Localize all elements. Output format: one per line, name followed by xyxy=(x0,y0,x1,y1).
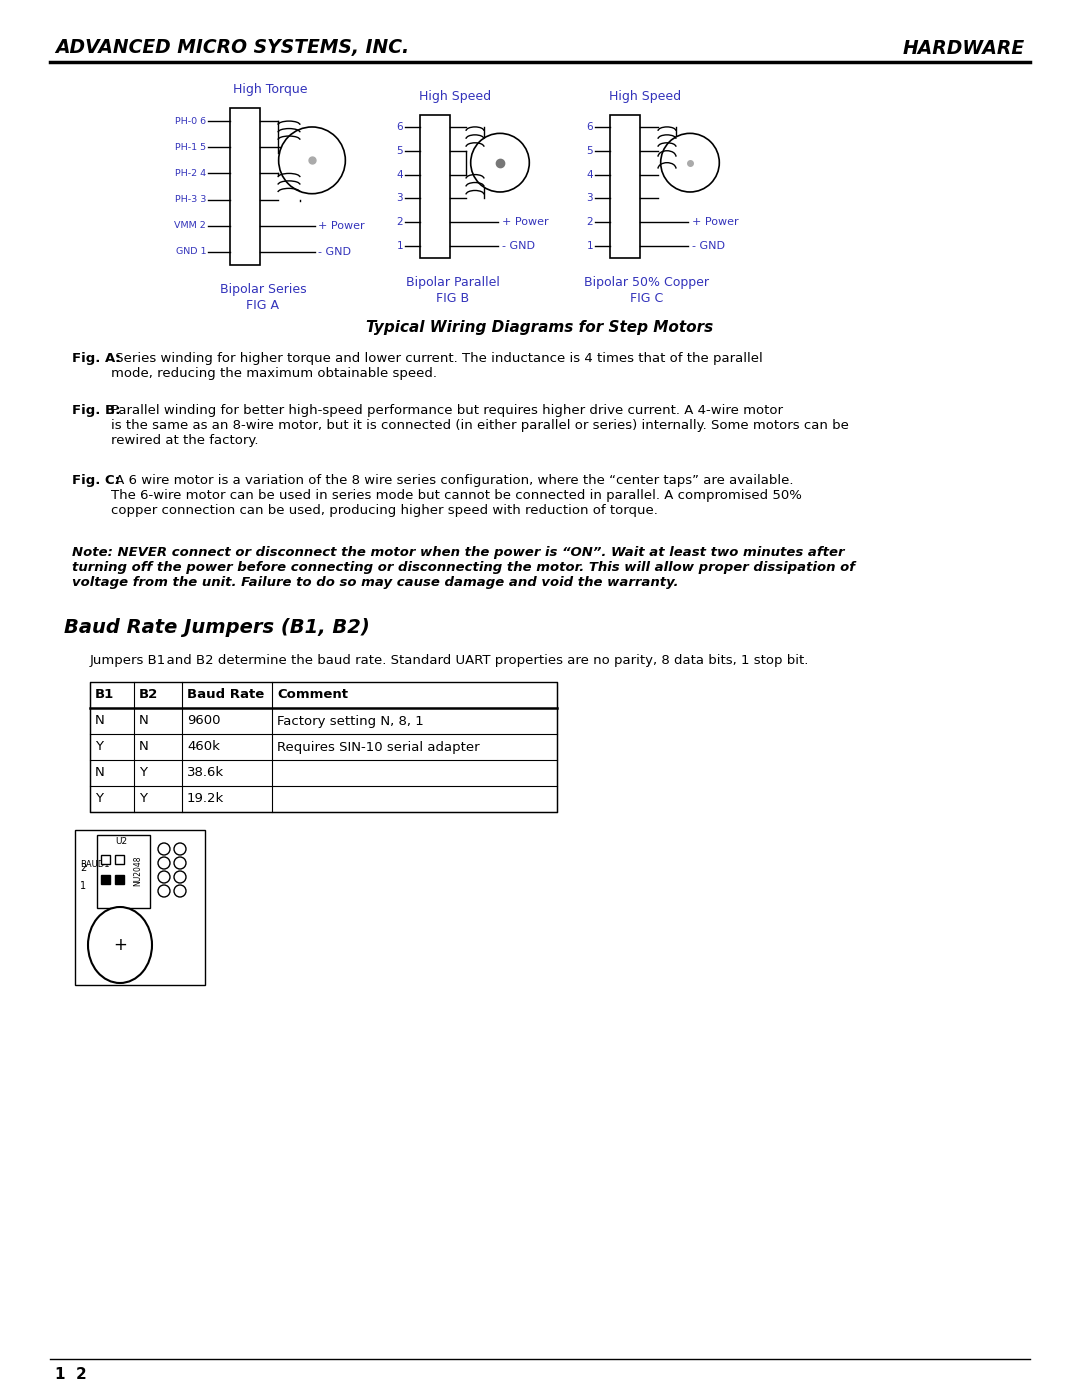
Circle shape xyxy=(174,886,186,897)
Text: Y: Y xyxy=(139,792,147,806)
Text: PH-3 3: PH-3 3 xyxy=(175,196,206,204)
Text: A 6 wire motor is a variation of the 8 wire series configuration, where the “cen: A 6 wire motor is a variation of the 8 w… xyxy=(111,474,801,517)
Text: - GND: - GND xyxy=(692,242,725,251)
Text: Baud Rate Jumpers (B1, B2): Baud Rate Jumpers (B1, B2) xyxy=(64,617,369,637)
Text: HARDWARE: HARDWARE xyxy=(903,39,1025,57)
Text: 2: 2 xyxy=(80,863,86,873)
Text: Bipolar Parallel: Bipolar Parallel xyxy=(406,277,500,289)
Circle shape xyxy=(174,856,186,869)
Text: 38.6k: 38.6k xyxy=(187,767,225,780)
Text: + Power: + Power xyxy=(502,218,549,228)
Bar xyxy=(114,855,124,863)
Circle shape xyxy=(174,870,186,883)
Text: Fig. A:: Fig. A: xyxy=(72,352,121,365)
Text: 5: 5 xyxy=(586,145,593,155)
Text: High Speed: High Speed xyxy=(609,89,681,103)
Bar xyxy=(102,855,110,863)
Text: 19.2k: 19.2k xyxy=(187,792,225,806)
Text: 4: 4 xyxy=(586,169,593,180)
Text: 1  2: 1 2 xyxy=(55,1368,86,1382)
Circle shape xyxy=(158,842,170,855)
Text: N: N xyxy=(95,767,105,780)
Text: 4: 4 xyxy=(396,169,403,180)
Text: + Power: + Power xyxy=(318,221,365,231)
Bar xyxy=(114,875,124,884)
Text: Note: NEVER connect or disconnect the motor when the power is “ON”. Wait at leas: Note: NEVER connect or disconnect the mo… xyxy=(72,546,855,590)
Circle shape xyxy=(174,842,186,855)
Text: Baud Rate: Baud Rate xyxy=(187,689,265,701)
Bar xyxy=(75,830,205,985)
Bar xyxy=(610,115,640,258)
Text: Y: Y xyxy=(95,792,103,806)
Text: Factory setting N, 8, 1: Factory setting N, 8, 1 xyxy=(276,714,423,728)
Text: Comment: Comment xyxy=(276,689,348,701)
Text: 6: 6 xyxy=(586,122,593,131)
Text: PH-2 4: PH-2 4 xyxy=(175,169,206,177)
Text: 2: 2 xyxy=(586,218,593,228)
Text: NU2048: NU2048 xyxy=(133,855,141,886)
Text: N: N xyxy=(95,714,105,728)
Text: Series winding for higher torque and lower current. The inductance is 4 times th: Series winding for higher torque and low… xyxy=(111,352,762,380)
Text: N: N xyxy=(139,740,149,753)
Ellipse shape xyxy=(87,907,152,983)
Text: FIG A: FIG A xyxy=(246,299,280,312)
Text: Parallel winding for better high-speed performance but requires higher drive cur: Parallel winding for better high-speed p… xyxy=(111,404,849,447)
Text: Y: Y xyxy=(139,767,147,780)
Text: Jumpers B1 and B2 determine the baud rate. Standard UART properties are no parit: Jumpers B1 and B2 determine the baud rat… xyxy=(90,654,809,666)
Text: Typical Wiring Diagrams for Step Motors: Typical Wiring Diagrams for Step Motors xyxy=(366,320,714,335)
Text: FIG C: FIG C xyxy=(631,292,663,305)
Circle shape xyxy=(158,870,170,883)
Text: Requires SIN-10 serial adapter: Requires SIN-10 serial adapter xyxy=(276,740,480,753)
Text: 3: 3 xyxy=(396,193,403,204)
Text: PH-0 6: PH-0 6 xyxy=(175,116,206,126)
Circle shape xyxy=(279,127,346,194)
Text: 5: 5 xyxy=(396,145,403,155)
Circle shape xyxy=(661,133,719,191)
Text: 9600: 9600 xyxy=(187,714,220,728)
Text: 460k: 460k xyxy=(187,740,220,753)
Text: 1: 1 xyxy=(80,882,86,891)
Text: Y: Y xyxy=(95,740,103,753)
Text: - GND: - GND xyxy=(502,242,535,251)
Text: PH-1 5: PH-1 5 xyxy=(175,142,206,152)
Text: High Torque: High Torque xyxy=(233,82,307,96)
Text: VMM 2: VMM 2 xyxy=(174,221,206,231)
Bar xyxy=(420,115,450,258)
Text: Fig. C:: Fig. C: xyxy=(72,474,120,488)
Text: 1: 1 xyxy=(396,242,403,251)
Text: Bipolar 50% Copper: Bipolar 50% Copper xyxy=(584,277,710,289)
Text: 3: 3 xyxy=(586,193,593,204)
Text: High Speed: High Speed xyxy=(419,89,491,103)
Bar xyxy=(102,875,110,884)
Text: N: N xyxy=(139,714,149,728)
Text: FIG B: FIG B xyxy=(436,292,470,305)
Circle shape xyxy=(471,133,529,191)
Text: - GND: - GND xyxy=(318,247,351,257)
Circle shape xyxy=(158,856,170,869)
Text: U2: U2 xyxy=(114,837,127,847)
Bar xyxy=(230,108,260,265)
Text: B2: B2 xyxy=(139,689,159,701)
Text: 1: 1 xyxy=(586,242,593,251)
Bar xyxy=(90,682,557,812)
Circle shape xyxy=(158,886,170,897)
Text: + Power: + Power xyxy=(692,218,739,228)
Text: GND 1: GND 1 xyxy=(175,247,206,257)
Text: Fig. B:: Fig. B: xyxy=(72,404,121,416)
Bar xyxy=(97,835,150,908)
Text: 6: 6 xyxy=(396,122,403,131)
Text: BAUD1: BAUD1 xyxy=(80,861,109,869)
Text: 2: 2 xyxy=(396,218,403,228)
Text: ADVANCED MICRO SYSTEMS, INC.: ADVANCED MICRO SYSTEMS, INC. xyxy=(55,39,409,57)
Text: B1: B1 xyxy=(95,689,114,701)
Text: Bipolar Series: Bipolar Series xyxy=(219,284,307,296)
Text: +: + xyxy=(113,936,127,954)
